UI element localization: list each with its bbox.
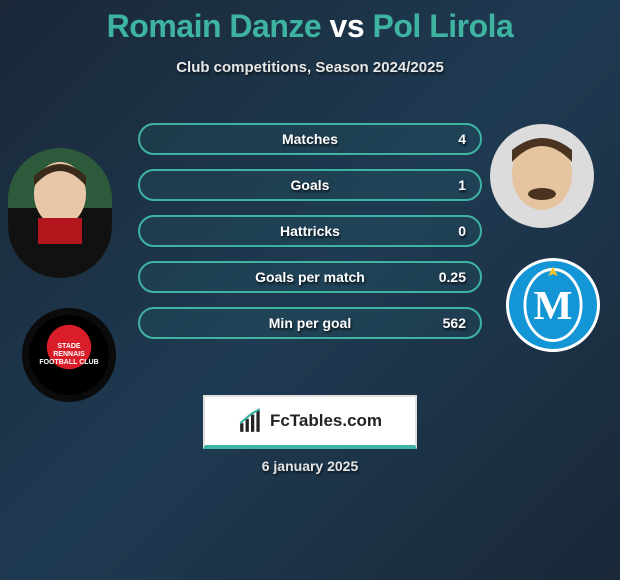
stat-row-min-per-goal: Min per goal 562 xyxy=(138,307,482,339)
brand-text: FcTables.com xyxy=(270,411,382,431)
stat-value-right: 562 xyxy=(443,315,466,331)
stat-label: Goals xyxy=(291,177,330,193)
date-label: 6 january 2025 xyxy=(262,458,359,474)
brand-badge: FcTables.com xyxy=(203,395,417,449)
player1-name: Romain Danze xyxy=(107,8,321,44)
stat-label: Hattricks xyxy=(280,223,340,239)
chart-icon xyxy=(238,408,264,434)
stat-value-right: 4 xyxy=(458,131,466,147)
stat-row-goals-per-match: Goals per match 0.25 xyxy=(138,261,482,293)
stat-row-matches: Matches 4 xyxy=(138,123,482,155)
stat-label: Goals per match xyxy=(255,269,365,285)
subtitle: Club competitions, Season 2024/2025 xyxy=(0,59,620,76)
stade-rennais-badge: STADERENNAISFOOTBALL CLUB xyxy=(29,315,109,395)
stat-value-right: 1 xyxy=(458,177,466,193)
stat-label: Matches xyxy=(282,131,338,147)
svg-text:M: M xyxy=(534,282,573,328)
om-badge: M xyxy=(509,258,597,352)
player2-avatar-placeholder xyxy=(490,124,594,228)
player2-club-logo: M xyxy=(506,258,600,352)
vs-separator: vs xyxy=(330,8,365,44)
player1-photo xyxy=(8,148,112,278)
stat-value-right: 0.25 xyxy=(439,269,466,285)
stats-container: Matches 4 Goals 1 Hattricks 0 Goals per … xyxy=(138,123,482,353)
player1-avatar-placeholder xyxy=(8,148,112,278)
player2-name: Pol Lirola xyxy=(373,8,514,44)
player2-photo xyxy=(490,124,594,228)
stat-row-goals: Goals 1 xyxy=(138,169,482,201)
stat-label: Min per goal xyxy=(269,315,351,331)
player1-club-logo: STADERENNAISFOOTBALL CLUB xyxy=(22,308,116,402)
stat-value-right: 0 xyxy=(458,223,466,239)
club-left-text: STADERENNAISFOOTBALL CLUB xyxy=(39,343,98,366)
stat-row-hattricks: Hattricks 0 xyxy=(138,215,482,247)
comparison-title: Romain Danze vs Pol Lirola xyxy=(0,0,620,45)
